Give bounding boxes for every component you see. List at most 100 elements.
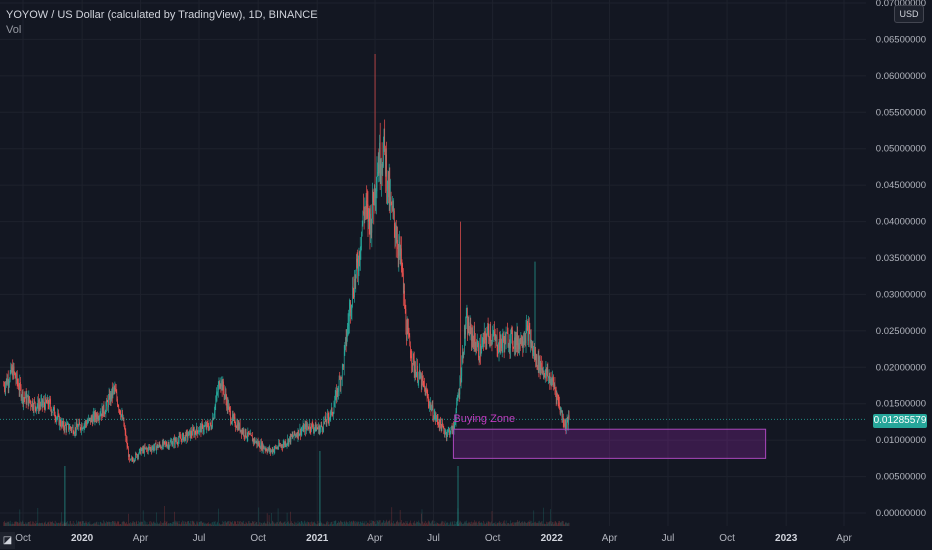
volume-bar	[167, 524, 168, 526]
candle-body	[280, 444, 282, 446]
candle-body	[384, 128, 386, 147]
volume-bar	[10, 523, 12, 526]
time-axis[interactable]: Oct 2020 Apr Jul Oct 2021 Apr Jul Oct 2022 Apr Jul O…	[15, 533, 852, 544]
volume-bar	[531, 520, 533, 526]
volume-bar	[366, 524, 368, 526]
x-tick-label: 2021	[306, 533, 329, 544]
volume-bar	[45, 521, 46, 526]
candle-body	[141, 447, 143, 451]
volume-bar	[288, 522, 290, 526]
tradingview-logo-icon[interactable]: ◪	[0, 532, 15, 549]
candle-body	[322, 426, 323, 430]
volume-bar	[29, 521, 30, 526]
candle-body	[513, 346, 515, 348]
candle-body	[546, 369, 548, 375]
volume-bar	[97, 522, 99, 526]
y-tick-label: 0.04000000	[876, 217, 926, 228]
volume-bar	[267, 521, 269, 526]
volume-bar	[197, 521, 199, 526]
price-axis[interactable]: 0.070000000.065000000.060000000.05500000…	[876, 0, 926, 519]
candle-body	[433, 418, 434, 420]
volume-bar	[106, 521, 107, 526]
y-tick-label: 0.03000000	[876, 289, 926, 300]
volume-bar	[498, 522, 499, 526]
volume-bar	[417, 521, 418, 526]
candle-body	[119, 409, 120, 411]
candle-body	[142, 447, 143, 451]
candle-body	[271, 449, 273, 453]
candle-body	[182, 433, 184, 436]
candle-body	[327, 414, 328, 416]
volume-bar	[345, 523, 346, 526]
volume-bar	[559, 521, 560, 526]
volume-bar	[259, 522, 260, 526]
volume-bar	[279, 522, 280, 526]
candle-body	[437, 416, 438, 420]
volume-bar	[509, 523, 511, 526]
candle-body	[370, 213, 371, 235]
volume-bar	[31, 523, 33, 526]
candle-body	[36, 407, 37, 411]
volume-bar	[82, 521, 84, 526]
volume-bar	[54, 523, 55, 526]
candle-body	[466, 316, 468, 317]
candle-body	[244, 435, 245, 437]
candle-body	[470, 322, 472, 328]
volume-spike	[457, 466, 459, 526]
volume-bar	[57, 523, 59, 526]
volume-bar	[545, 524, 546, 526]
candle-body	[520, 335, 522, 344]
buying-zone[interactable]: Buying Zone	[452, 413, 767, 459]
volume-bar	[512, 522, 514, 526]
candle-body	[492, 335, 494, 336]
volume-bar	[19, 509, 21, 526]
candle-body	[43, 401, 44, 404]
candle-body	[399, 241, 401, 256]
symbol-title[interactable]: YOYOW / US Dollar (calculated by Trading…	[6, 9, 318, 21]
volume-bar	[205, 523, 206, 526]
candle-body	[48, 405, 50, 407]
volume-bar	[318, 522, 320, 526]
candle-body	[216, 393, 218, 395]
candle-body	[26, 397, 28, 404]
volume-bar	[381, 522, 383, 526]
candle-body	[218, 385, 219, 393]
candle-body	[236, 423, 238, 428]
volume-bar	[380, 524, 382, 526]
candle-body	[406, 330, 407, 341]
candle-body	[559, 402, 560, 409]
candle-body	[426, 389, 427, 392]
candle-body	[524, 338, 526, 342]
volume-bar	[506, 524, 508, 526]
candle-body	[151, 449, 152, 451]
candle-body	[25, 393, 27, 404]
volume-bar	[147, 524, 148, 526]
candle-body	[322, 429, 324, 431]
candle-body	[164, 441, 166, 444]
currency-button[interactable]: USD	[894, 5, 924, 23]
candle-body	[548, 375, 550, 377]
volume-bar	[252, 521, 253, 526]
candle-body	[97, 418, 99, 420]
candle-body	[276, 447, 278, 449]
candle-body	[327, 414, 329, 418]
volume-bar	[338, 522, 340, 526]
volume-bar	[494, 524, 496, 526]
candle-body	[500, 335, 501, 351]
candle-body	[549, 375, 551, 384]
volume-bar	[481, 522, 483, 526]
candle-body	[98, 418, 100, 420]
volume-indicator-label[interactable]: Vol	[6, 24, 22, 36]
volume-bar	[180, 523, 182, 526]
volume-bar	[427, 524, 429, 526]
candle-body	[548, 376, 549, 378]
volume-bar	[324, 523, 325, 526]
candle-body	[219, 384, 221, 388]
chart-legend: YOYOW / US Dollar (calculated by Trading…	[6, 8, 318, 37]
volume-bar	[478, 521, 479, 526]
volume-bar	[129, 523, 130, 526]
volume-bar	[442, 521, 443, 526]
volume-bar	[27, 522, 29, 526]
volume-bar	[113, 521, 114, 526]
